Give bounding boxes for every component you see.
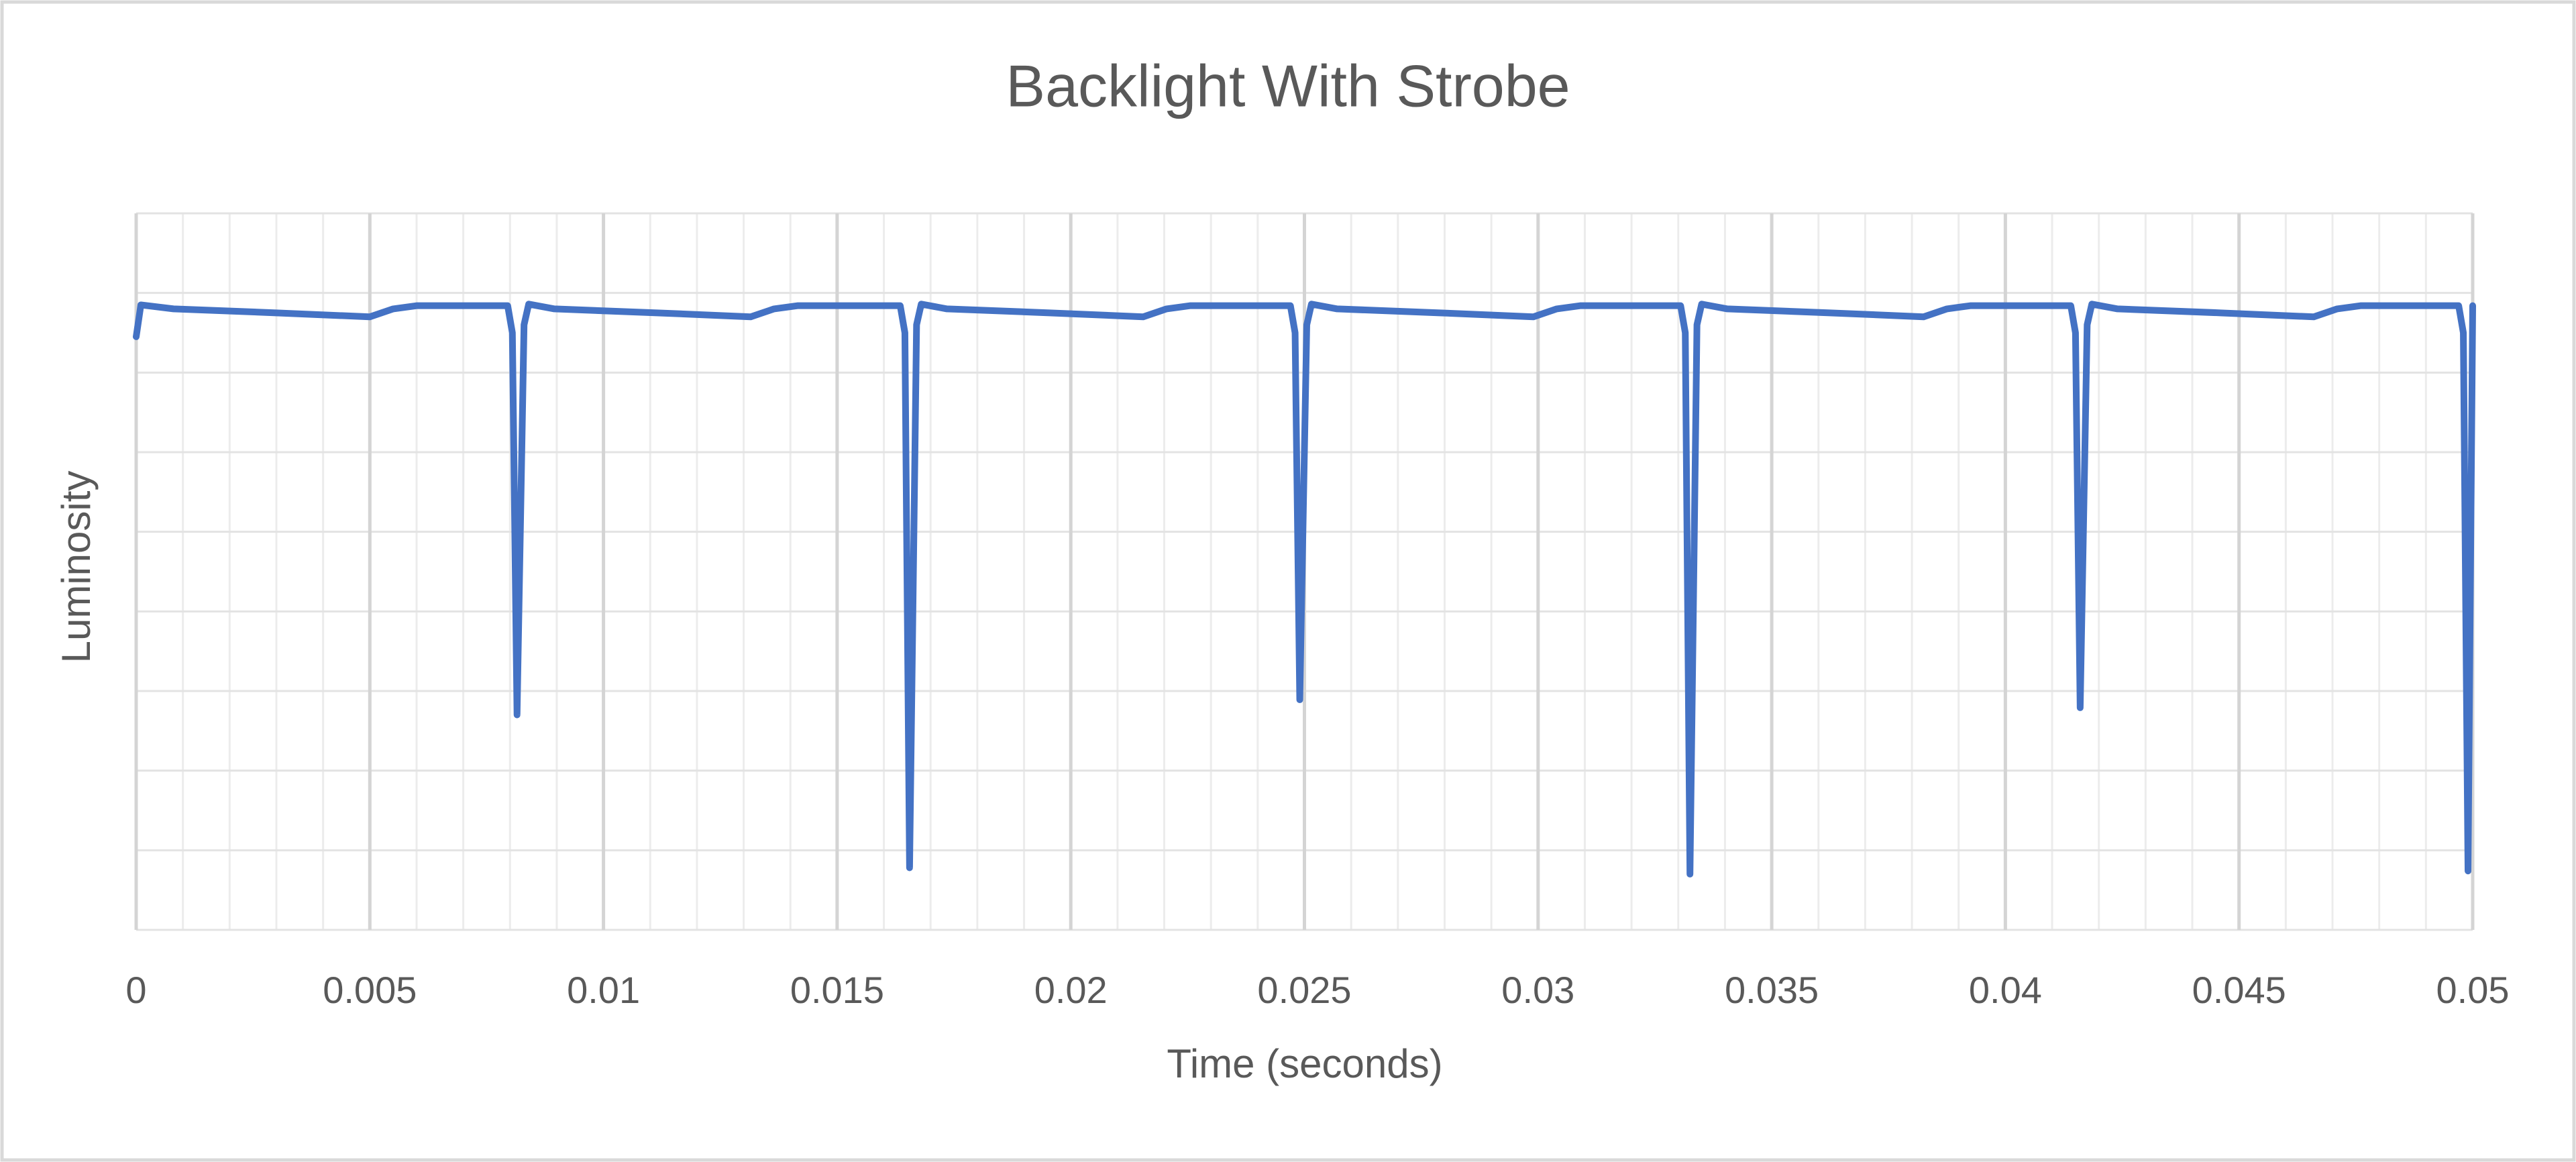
x-tick-label: 0.01 bbox=[567, 969, 640, 1011]
x-axis-label: Time (seconds) bbox=[1167, 1041, 1442, 1086]
x-tick-label: 0.02 bbox=[1034, 969, 1108, 1011]
x-tick-label: 0.045 bbox=[2192, 969, 2286, 1011]
x-tick-label: 0.025 bbox=[1257, 969, 1351, 1011]
line-series bbox=[133, 301, 2476, 878]
x-tick-label: 0.005 bbox=[323, 969, 417, 1011]
x-tick-label: 0.015 bbox=[790, 969, 884, 1011]
x-tick-label: 0.03 bbox=[1501, 969, 1574, 1011]
x-tick-label: 0 bbox=[125, 969, 146, 1011]
y-axis-label: Luminosity bbox=[54, 471, 99, 664]
x-tick-label: 0.04 bbox=[1969, 969, 2042, 1011]
x-tick-label: 0.05 bbox=[2436, 969, 2510, 1011]
chart-title: Backlight With Strobe bbox=[1006, 52, 1570, 119]
x-tick-label: 0.035 bbox=[1725, 969, 1819, 1011]
